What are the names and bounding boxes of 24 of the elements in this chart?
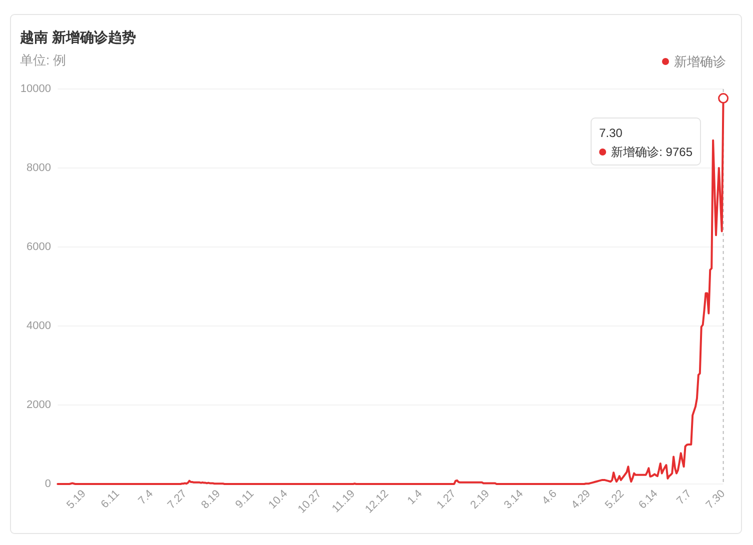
y-tick-label: 8000 — [26, 162, 51, 174]
chart-title: 越南 新增确诊趋势 — [19, 29, 136, 45]
x-tick-label: 8.19 — [199, 488, 223, 512]
y-tick-label: 4000 — [26, 320, 51, 332]
y-tick-label: 10000 — [20, 83, 51, 95]
x-tick-label: 7.4 — [136, 488, 156, 508]
x-tick-label: 7.30 — [704, 488, 728, 512]
chart-subtitle: 单位: 例 — [20, 52, 66, 68]
x-tick-label: 7.7 — [674, 488, 694, 508]
tooltip: 7.30 新增确诊: 9765 — [590, 118, 701, 166]
x-tick-label: 6.14 — [636, 488, 660, 512]
y-tick-label: 2000 — [26, 399, 51, 411]
y-tick-label: 6000 — [26, 241, 51, 253]
x-tick-label: 1.4 — [405, 488, 425, 508]
x-tick-label: 6.11 — [98, 488, 122, 511]
legend: 新增确诊 — [662, 54, 726, 69]
x-tick-label: 5.22 — [602, 488, 627, 512]
x-tick-label: 4.6 — [540, 488, 560, 508]
y-tick-label: 0 — [44, 478, 51, 490]
x-tick-label: 4.29 — [569, 488, 593, 512]
x-tick-label: 9.11 — [233, 488, 257, 511]
annotation: 新增确诊: 9765 — [611, 145, 693, 159]
x-tick-label: 5.19 — [64, 488, 88, 512]
legend-label: 新增确诊 — [674, 54, 726, 69]
